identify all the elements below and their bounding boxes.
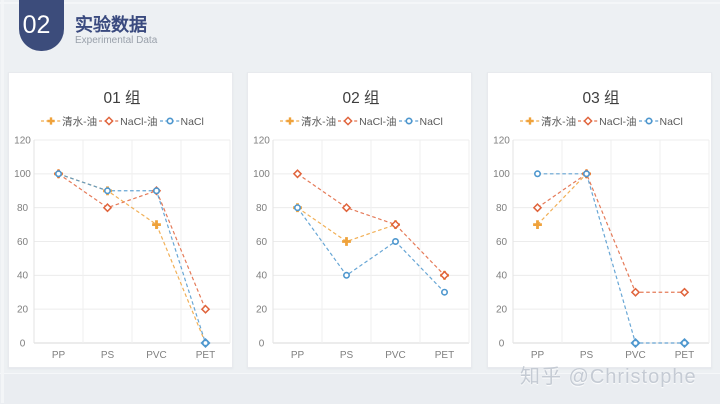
svg-text:PET: PET: [435, 350, 454, 361]
svg-text:PS: PS: [580, 350, 594, 361]
svg-text:80: 80: [17, 203, 29, 214]
svg-text:PP: PP: [531, 350, 545, 361]
svg-text:PS: PS: [340, 350, 354, 361]
svg-text:PVC: PVC: [625, 350, 646, 361]
svg-text:40: 40: [496, 271, 508, 282]
svg-text:120: 120: [14, 135, 31, 146]
svg-text:PVC: PVC: [385, 350, 406, 361]
svg-text:40: 40: [17, 271, 29, 282]
svg-text:20: 20: [496, 305, 508, 316]
svg-text:PET: PET: [196, 350, 215, 361]
svg-text:0: 0: [259, 338, 265, 349]
svg-text:60: 60: [496, 237, 508, 248]
svg-text:PP: PP: [52, 350, 66, 361]
svg-text:PVC: PVC: [146, 350, 167, 361]
svg-text:60: 60: [256, 237, 268, 248]
svg-text:80: 80: [256, 203, 268, 214]
svg-text:PS: PS: [101, 350, 115, 361]
svg-text:20: 20: [17, 305, 29, 316]
svg-text:20: 20: [256, 305, 268, 316]
svg-text:PET: PET: [675, 350, 694, 361]
svg-text:100: 100: [253, 169, 270, 180]
svg-text:100: 100: [14, 169, 31, 180]
svg-text:80: 80: [496, 203, 508, 214]
svg-text:40: 40: [256, 271, 268, 282]
svg-text:PP: PP: [291, 350, 305, 361]
svg-text:120: 120: [253, 135, 270, 146]
svg-text:0: 0: [499, 338, 505, 349]
svg-text:120: 120: [493, 135, 510, 146]
svg-text:100: 100: [493, 169, 510, 180]
svg-text:0: 0: [20, 338, 26, 349]
svg-text:60: 60: [17, 237, 29, 248]
